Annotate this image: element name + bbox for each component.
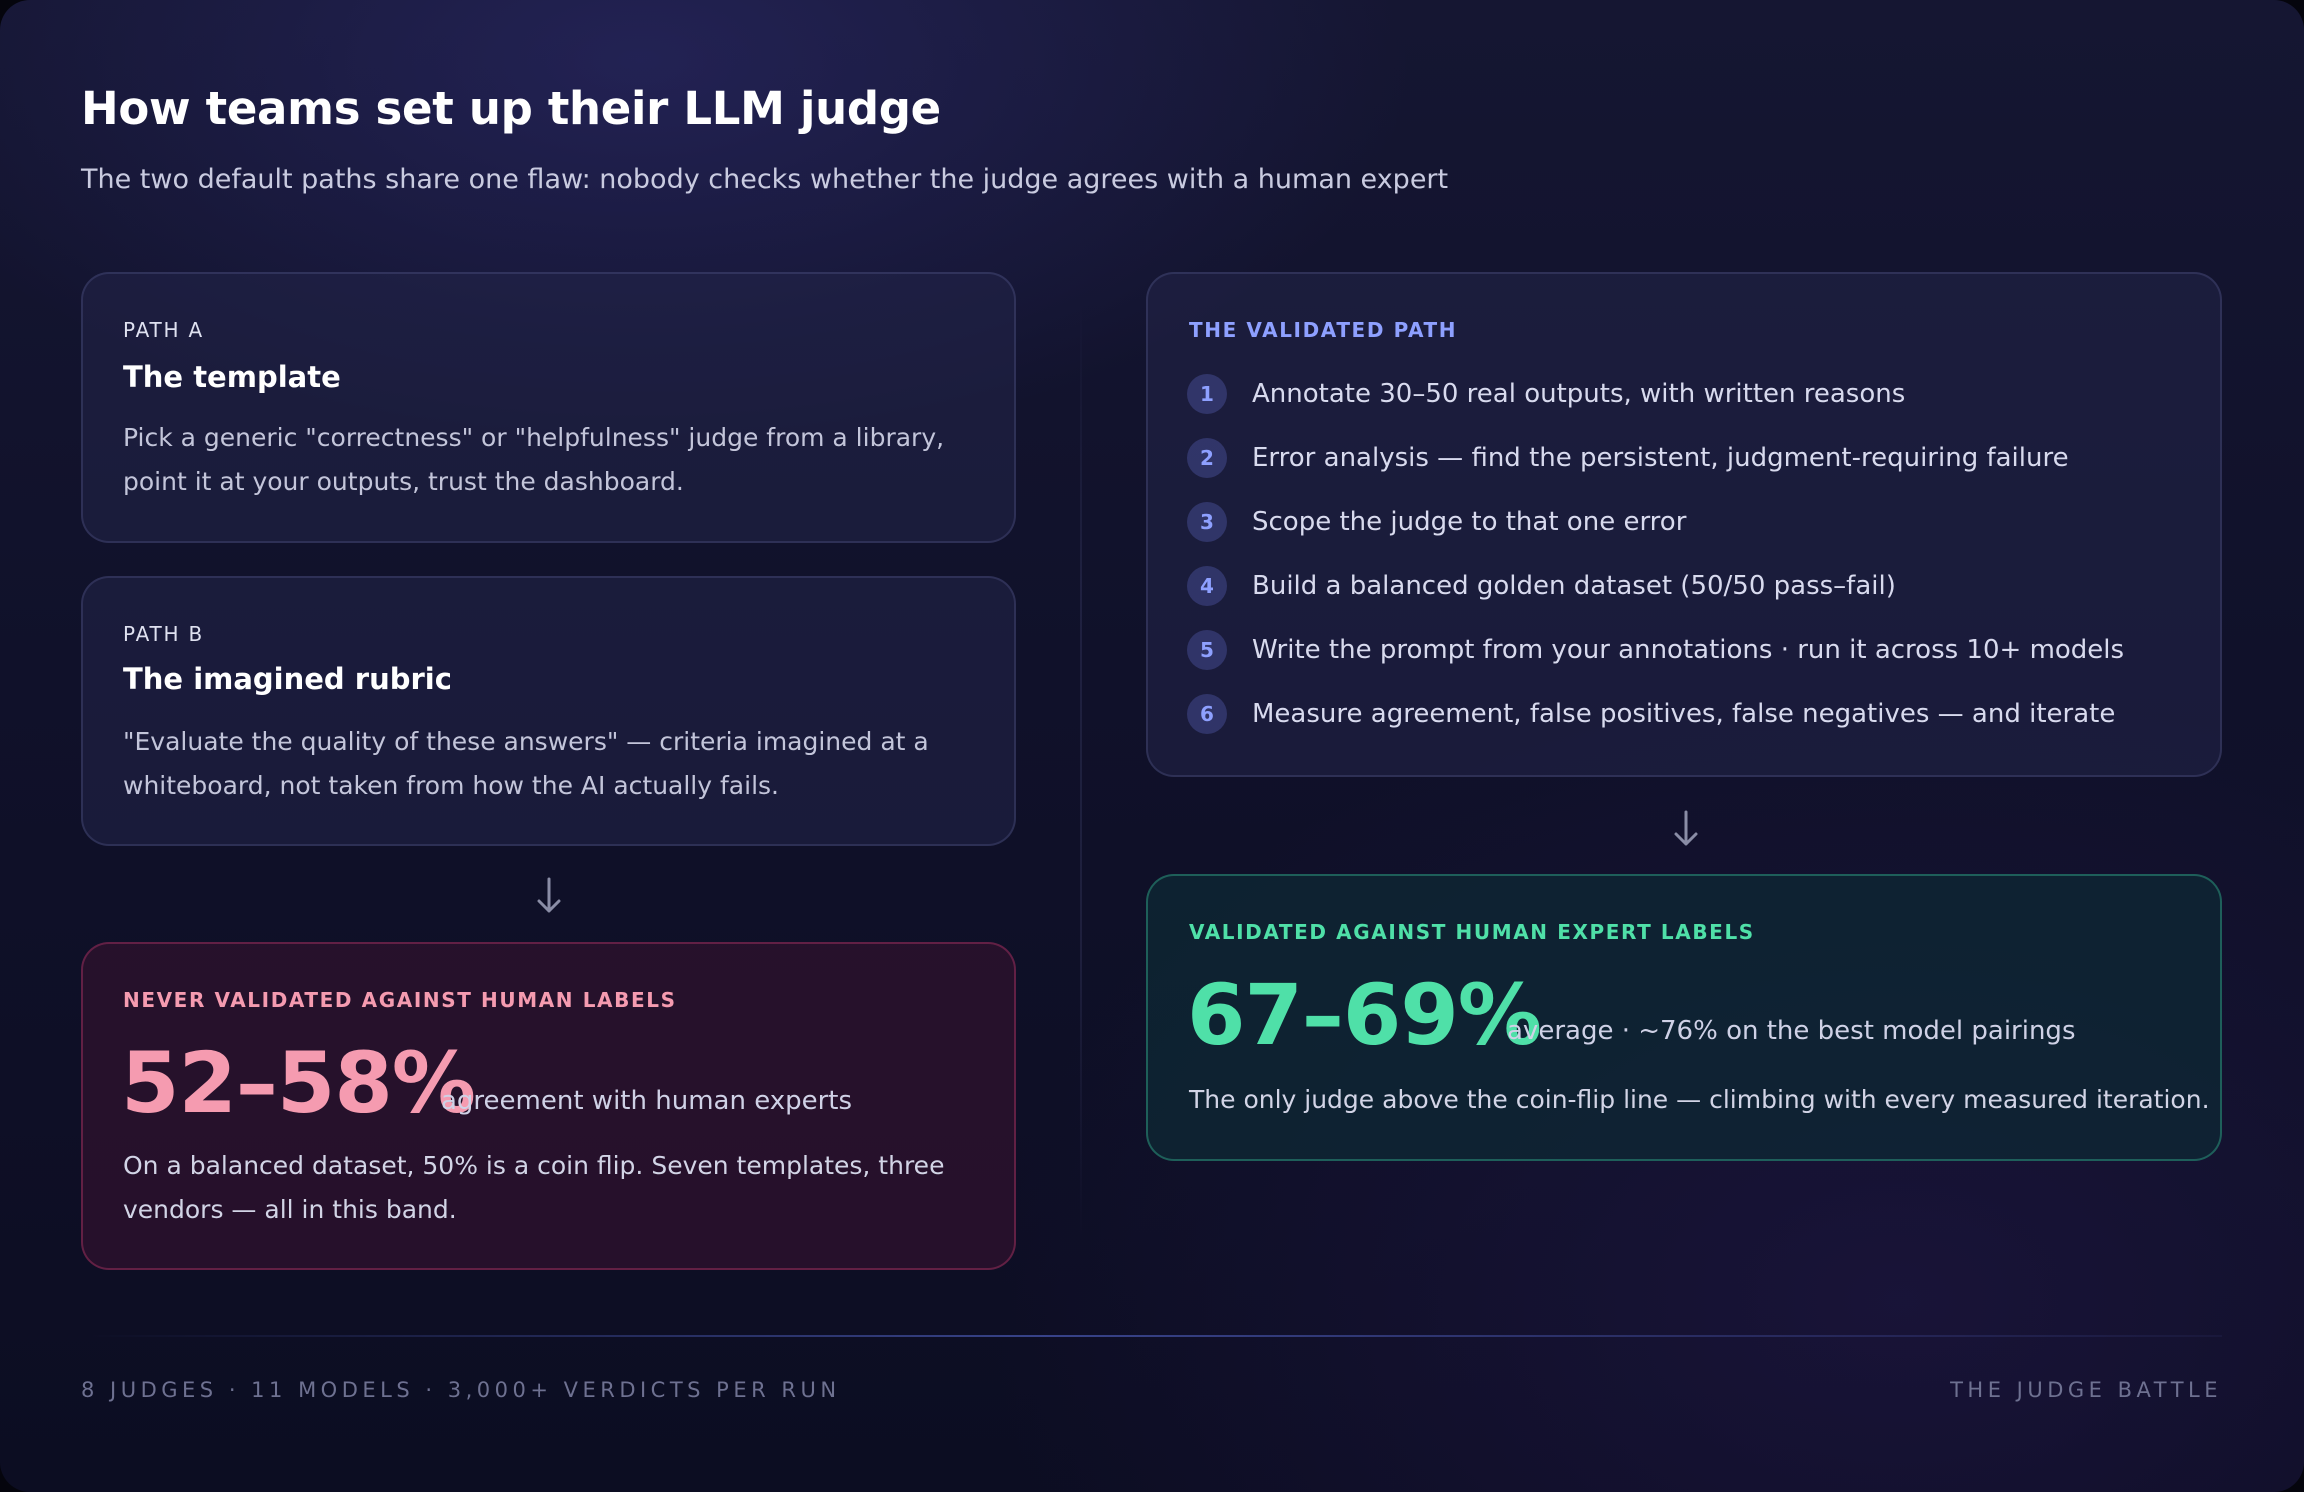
validated-path-card: THE VALIDATED PATH	[1146, 272, 2222, 777]
validated-path-eyebrow: THE VALIDATED PATH	[1189, 318, 1458, 342]
page-subtitle: The two default paths share one flaw: no…	[81, 164, 1449, 195]
column-divider	[1080, 300, 1082, 1240]
step-number: 6	[1187, 694, 1227, 734]
path-a-body: Pick a generic "correctness" or "helpful…	[123, 423, 945, 496]
step-number: 2	[1187, 438, 1227, 478]
validated-stat: 67–69%	[1187, 966, 1542, 1064]
step-text: Build a balanced golden dataset (50/50 p…	[1252, 571, 1896, 601]
step-number: 1	[1187, 374, 1227, 414]
path-a-title: The template	[123, 360, 341, 394]
path-b-eyebrow: PATH B	[123, 622, 205, 646]
step-text: Measure agreement, false positives, fals…	[1252, 699, 2116, 729]
step-text: Annotate 30–50 real outputs, with writte…	[1252, 379, 1906, 409]
never-validated-card: NEVER VALIDATED AGAINST HUMAN LABELS 52–…	[81, 942, 1016, 1270]
step-text: Error analysis — find the persistent, ju…	[1252, 443, 2069, 473]
step-number: 4	[1187, 566, 1227, 606]
path-b-title: The imagined rubric	[123, 662, 452, 696]
arrow-down-icon	[537, 877, 561, 913]
never-validated-stat: 52–58%	[121, 1034, 476, 1132]
step-number: 3	[1187, 502, 1227, 542]
never-validated-eyebrow: NEVER VALIDATED AGAINST HUMAN LABELS	[123, 988, 677, 1012]
path-b-body: "Evaluate the quality of these answers" …	[123, 727, 929, 800]
step-number: 5	[1187, 630, 1227, 670]
validated-eyebrow: VALIDATED AGAINST HUMAN EXPERT LABELS	[1189, 920, 1755, 944]
never-validated-stat-caption: agreement with human experts	[441, 1086, 853, 1116]
step-text: Scope the judge to that one error	[1252, 507, 1687, 537]
validated-body: The only judge above the coin-flip line …	[1189, 1085, 2210, 1114]
path-a-card: PATH A The template Pick a generic "corr…	[81, 272, 1016, 543]
step-text: Write the prompt from your annotations ·…	[1252, 635, 2125, 665]
footer-rule	[81, 1335, 2222, 1337]
footer-stats: 8 JUDGES · 11 MODELS · 3,000+ VERDICTS P…	[81, 1378, 841, 1402]
validated-card: VALIDATED AGAINST HUMAN EXPERT LABELS 67…	[1146, 874, 2222, 1161]
path-b-card: PATH B The imagined rubric "Evaluate the…	[81, 576, 1016, 846]
page-title: How teams set up their LLM judge	[81, 82, 941, 135]
validated-stat-caption: average · ~76% on the best model pairing…	[1507, 1016, 2076, 1046]
arrow-down-icon	[1674, 810, 1698, 846]
footer-brand: THE JUDGE BATTLE	[1950, 1378, 2222, 1402]
path-a-eyebrow: PATH A	[123, 318, 205, 342]
never-validated-body: On a balanced dataset, 50% is a coin fli…	[123, 1151, 945, 1224]
